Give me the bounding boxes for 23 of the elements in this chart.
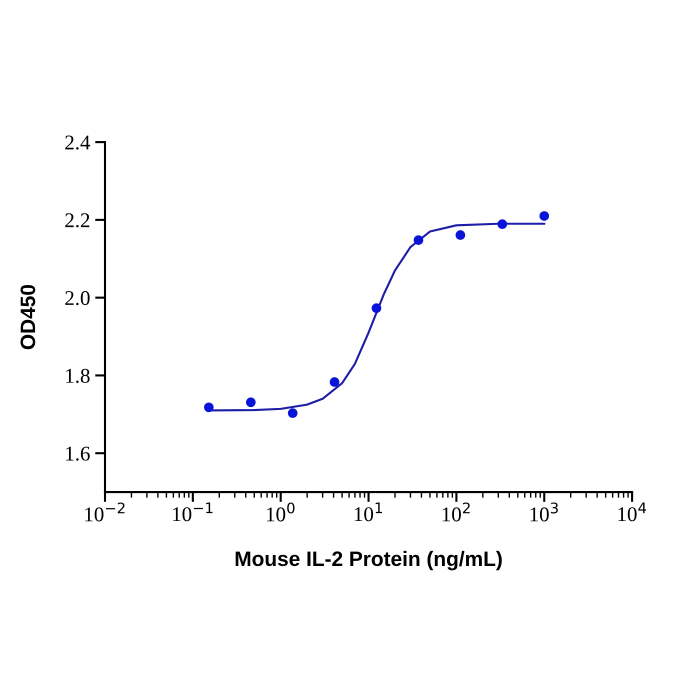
y-tick-label: 1.6 [66,446,90,461]
y-tick-label: 2.2 [65,213,90,228]
y-tick-label: 2.0 [65,291,90,306]
x-tick-label: 10$^{−1}$ [173,502,212,522]
point [456,230,466,240]
point [330,377,340,387]
point [539,211,550,221]
point [246,397,256,408]
y-axis-title: OD450 [20,284,36,350]
point [497,219,508,230]
point [204,402,214,412]
x-tick-label: 10$^{3}$ [530,502,558,522]
point [414,235,424,245]
x-axis-title: Mouse IL-2 Protein (ng/mL) [236,550,502,570]
point [288,408,298,418]
point [372,303,382,314]
x-tick-label: 10$^{0}$ [267,502,295,522]
y-tick-label: 2.4 [65,136,90,150]
x-tick-label: 10$^{2}$ [442,502,470,522]
x-tick-label: 10$^{−2}$ [85,502,125,522]
x-tick-label: 10$^{4}$ [618,502,646,522]
x-tick-label: 10$^{1}$ [354,502,382,522]
y-tick-label: 1.8 [66,368,90,383]
